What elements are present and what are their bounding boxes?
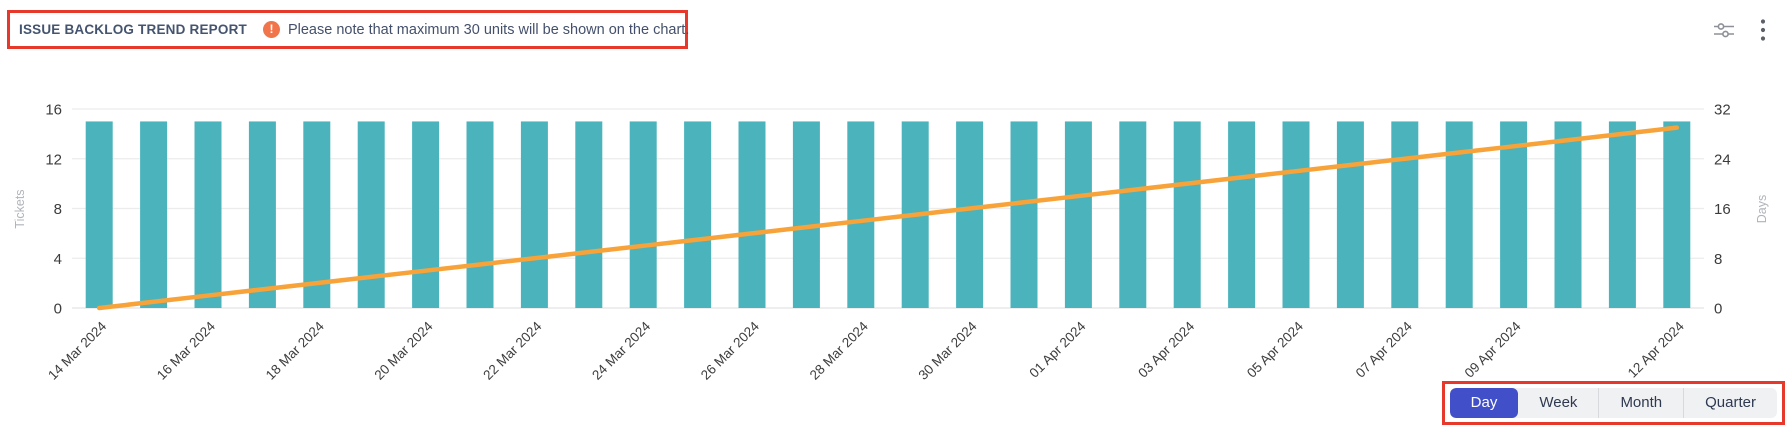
backlog-bar <box>1064 121 1092 308</box>
backlog-bar <box>466 121 494 308</box>
toggle-week-button[interactable]: Week <box>1518 388 1598 418</box>
right-axis-tick: 16 <box>1714 201 1731 218</box>
backlog-bar <box>792 121 820 308</box>
more-options-button[interactable] <box>1758 16 1768 47</box>
backlog-bar <box>1282 121 1310 308</box>
x-axis-date-label: 26 Mar 2024 <box>698 318 763 383</box>
x-axis-date-label: 20 Mar 2024 <box>372 318 437 383</box>
x-axis-date-label: 07 Apr 2024 <box>1353 318 1415 380</box>
x-axis-date-label: 18 Mar 2024 <box>263 318 328 383</box>
left-axis-title: Tickets <box>13 189 27 228</box>
toggle-annotation-box: Day Week Month Quarter <box>1441 381 1785 425</box>
right-axis-tick: 8 <box>1714 251 1722 268</box>
title-annotation-box: ISSUE BACKLOG TREND REPORT ! Please note… <box>7 10 690 49</box>
backlog-bar <box>1228 121 1256 308</box>
sliders-icon <box>1712 19 1736 44</box>
backlog-bar <box>1608 121 1636 308</box>
backlog-bar <box>248 121 276 308</box>
time-granularity-toggle: Day Week Month Quarter <box>1449 388 1777 418</box>
x-axis-date-label: 12 Apr 2024 <box>1625 318 1687 380</box>
toggle-quarter-button[interactable]: Quarter <box>1683 388 1777 418</box>
backlog-bar <box>194 121 222 308</box>
left-axis-tick: 0 <box>54 301 62 318</box>
backlog-bar <box>85 121 113 308</box>
warning-icon: ! <box>262 21 280 38</box>
x-axis-date-label: 16 Mar 2024 <box>154 318 219 383</box>
x-axis-date-label: 01 Apr 2024 <box>1026 318 1088 380</box>
filter-settings-button[interactable] <box>1710 17 1738 46</box>
backlog-bar <box>629 121 657 308</box>
kebab-menu-icon <box>1760 18 1766 45</box>
backlog-bar <box>1119 121 1147 308</box>
x-axis-date-label: 24 Mar 2024 <box>589 318 654 383</box>
right-axis-tick: 24 <box>1714 151 1731 168</box>
backlog-bar <box>1336 121 1364 308</box>
page-title: ISSUE BACKLOG TREND REPORT <box>19 22 247 37</box>
backlog-bar <box>1663 121 1691 308</box>
backlog-bar <box>303 121 331 308</box>
backlog-bar <box>738 121 766 308</box>
toggle-day-button[interactable]: Day <box>1449 388 1519 418</box>
backlog-bar <box>140 121 168 308</box>
backlog-bar <box>412 121 440 308</box>
right-axis-title: Days <box>1755 195 1769 223</box>
right-axis-tick: 32 <box>1714 102 1731 119</box>
x-axis-date-label: 14 Mar 2024 <box>45 318 110 383</box>
backlog-bar <box>1391 121 1419 308</box>
backlog-bar <box>1554 121 1582 308</box>
backlog-bar <box>684 121 712 308</box>
backlog-bar <box>575 121 603 308</box>
left-axis-tick: 4 <box>54 251 62 268</box>
trend-line <box>96 125 1680 311</box>
x-axis-date-label: 05 Apr 2024 <box>1244 318 1306 380</box>
x-axis-date-label: 28 Mar 2024 <box>807 318 872 383</box>
max-units-note: Please note that maximum 30 units will b… <box>287 21 690 38</box>
backlog-bar <box>847 121 875 308</box>
right-axis-tick: 0 <box>1714 301 1722 318</box>
backlog-bar <box>520 121 548 308</box>
backlog-bar <box>1173 121 1201 308</box>
x-axis-date-label: 09 Apr 2024 <box>1462 318 1524 380</box>
x-axis-date-label: 22 Mar 2024 <box>480 318 545 383</box>
x-axis-date-label: 03 Apr 2024 <box>1135 318 1197 380</box>
chart-toolbar <box>1710 16 1768 47</box>
backlog-bar <box>1010 121 1038 308</box>
backlog-bar <box>1500 121 1528 308</box>
backlog-bar <box>956 121 984 308</box>
x-axis-date-label: 30 Mar 2024 <box>916 318 981 383</box>
left-axis-tick: 8 <box>54 201 62 218</box>
toggle-month-button[interactable]: Month <box>1598 388 1683 418</box>
left-axis-tick: 12 <box>45 151 62 168</box>
left-axis-tick: 16 <box>45 102 62 119</box>
